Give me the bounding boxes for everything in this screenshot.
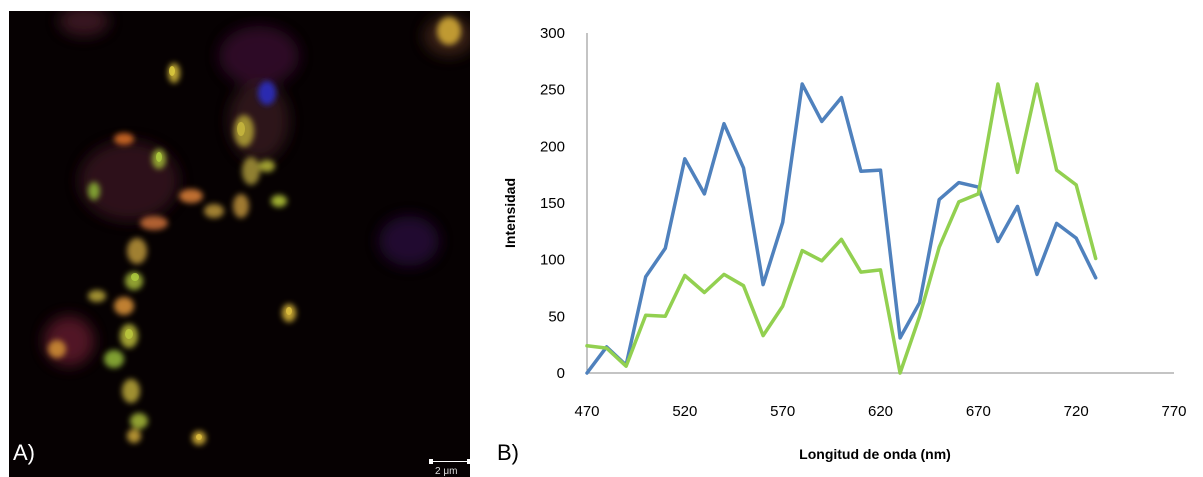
bacteria-highlights (125, 66, 292, 440)
scale-bar-left-cap (429, 459, 433, 464)
scale-bar-line (431, 461, 469, 462)
chart-series (585, 82, 1098, 375)
y-tick-label: 0 (557, 365, 565, 382)
x-tick-label: 470 (574, 403, 599, 420)
chart-ticks: 0 50 100 150 200 250 300 470 520 570 620 670 720 770 (540, 25, 1187, 420)
y-tick-label: 250 (540, 82, 565, 99)
y-axis-title: Intensidad (502, 178, 518, 248)
series-line-1 (585, 82, 1098, 375)
x-tick-label: 770 (1161, 403, 1186, 420)
chart-axes (586, 33, 1174, 374)
y-tick-label: 150 (540, 195, 565, 212)
y-tick-label: 50 (548, 308, 565, 325)
panel-b-label: B) (497, 440, 519, 465)
fluorescence-micrograph: 2 μm (9, 11, 470, 477)
x-tick-label: 720 (1064, 403, 1089, 420)
scale-bar: 2 μm (427, 451, 470, 477)
series-line-2 (585, 82, 1098, 375)
x-tick-label: 620 (868, 403, 893, 420)
y-tick-label: 200 (540, 138, 565, 155)
background-haze (44, 11, 470, 366)
micrograph-image (44, 11, 470, 445)
scale-bar-right-cap (467, 459, 470, 464)
scale-bar-label: 2 μm (435, 466, 458, 477)
x-tick-label: 670 (966, 403, 991, 420)
x-tick-label: 520 (672, 403, 697, 420)
y-tick-label: 100 (540, 252, 565, 269)
panel-a-label: A) (13, 440, 35, 465)
y-tick-label: 300 (540, 25, 565, 42)
x-tick-label: 570 (770, 403, 795, 420)
x-axis-title: Longitud de onda (nm) (799, 446, 951, 462)
bacteria-cells (48, 17, 461, 445)
